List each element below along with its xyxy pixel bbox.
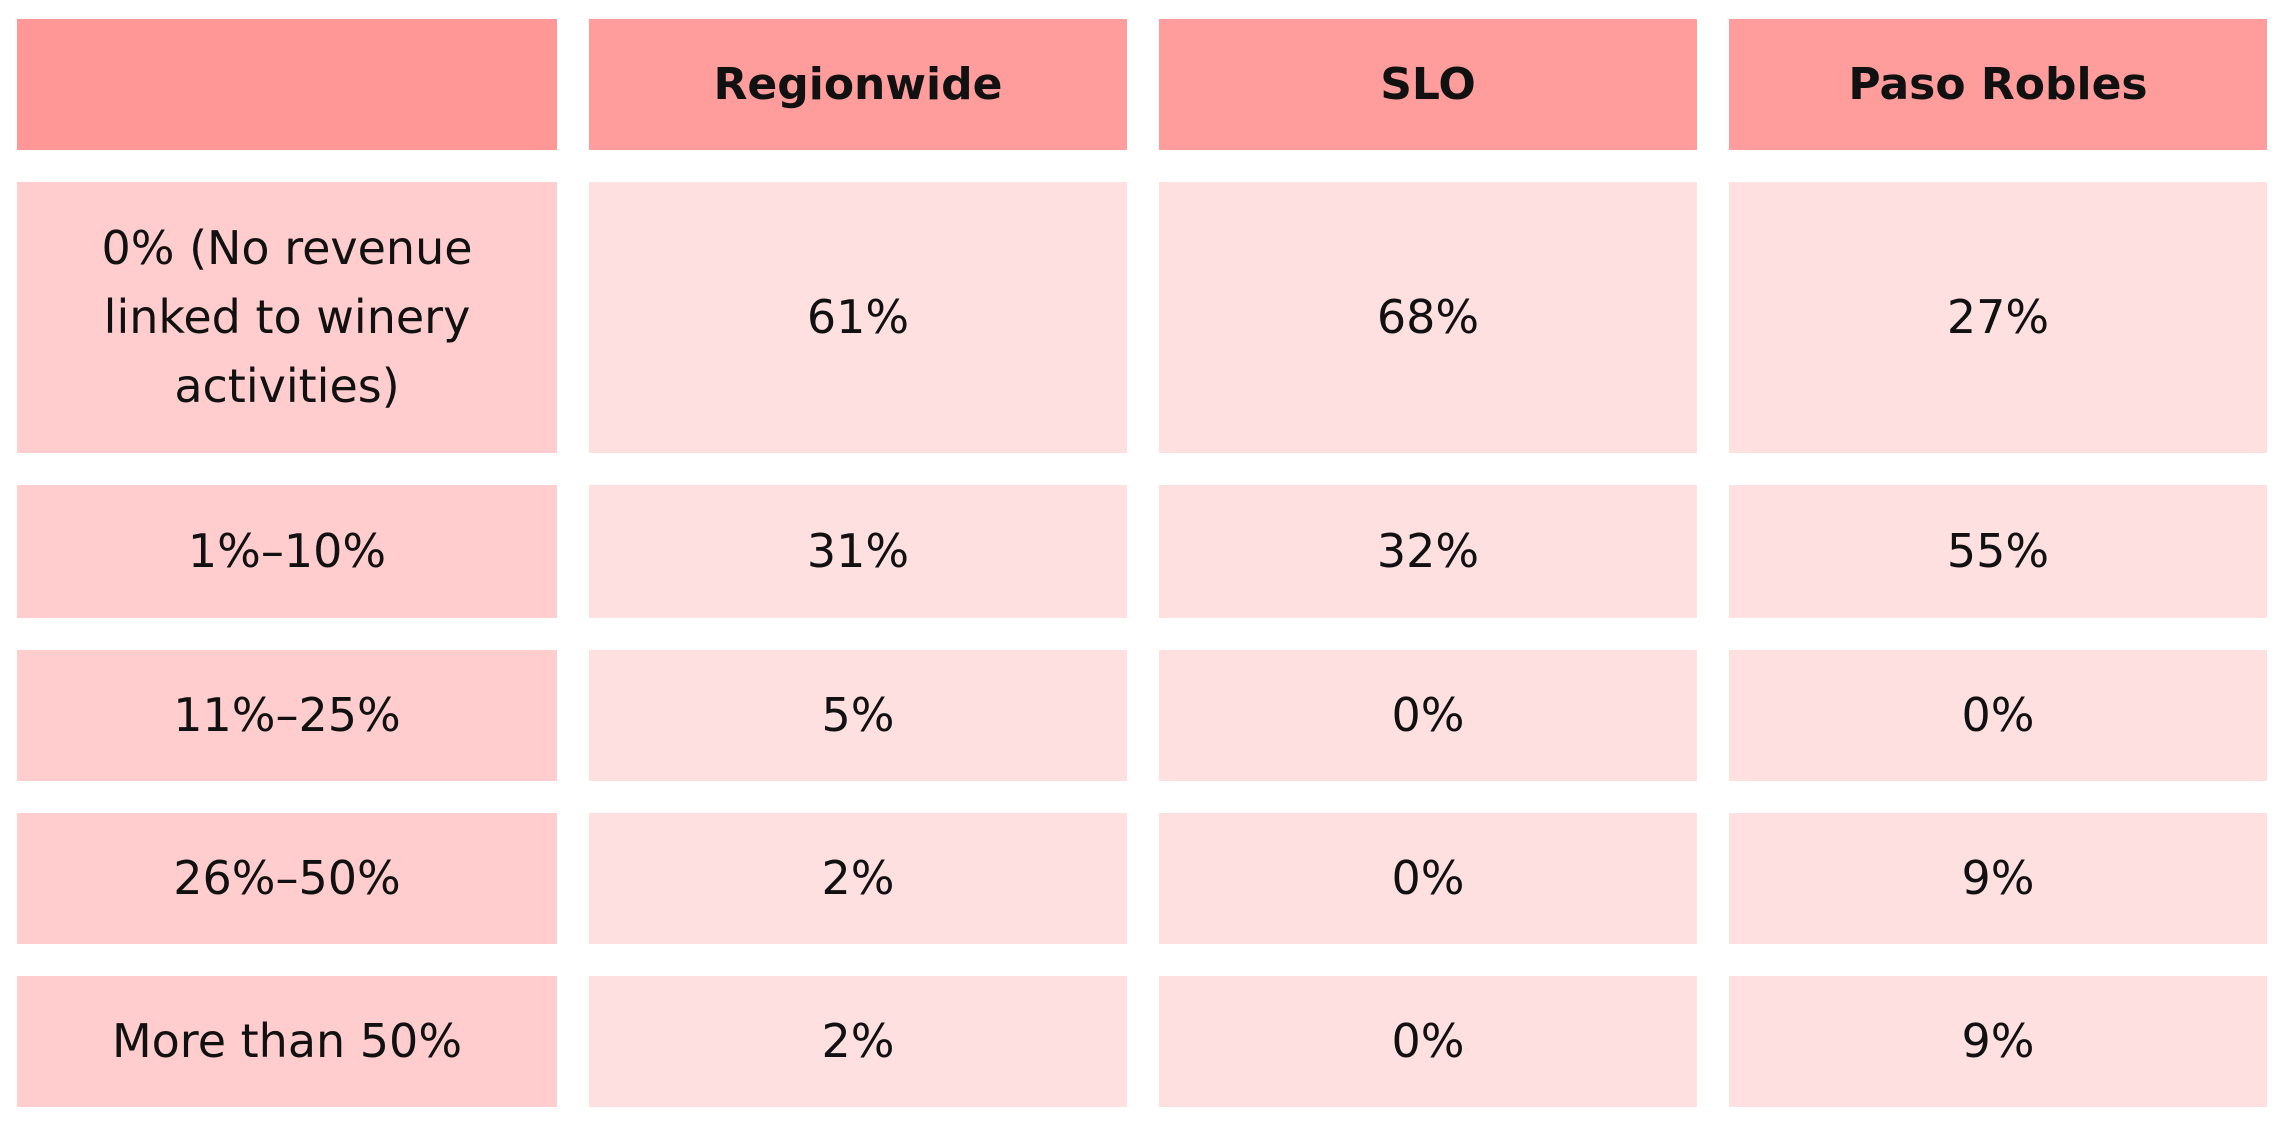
table-cell: 55%: [1729, 485, 2267, 618]
row-header: 26%–50%: [17, 813, 557, 944]
table-cell: 9%: [1729, 976, 2267, 1107]
table-cell: 61%: [589, 182, 1127, 453]
table-cell: 32%: [1159, 485, 1697, 618]
table-cell: 9%: [1729, 813, 2267, 944]
column-header: Paso Robles: [1729, 19, 2267, 150]
table-cell: 0%: [1159, 976, 1697, 1107]
table-cell: 31%: [589, 485, 1127, 618]
table-cell: 0%: [1159, 813, 1697, 944]
row-header: 0% (No revenue linked to winery activiti…: [17, 182, 557, 453]
table-cell: 2%: [589, 976, 1127, 1107]
table-cell: 5%: [589, 650, 1127, 781]
column-header: SLO: [1159, 19, 1697, 150]
row-header: More than 50%: [17, 976, 557, 1107]
table-cell: 0%: [1159, 650, 1697, 781]
header-corner: [17, 19, 557, 150]
table-cell: 27%: [1729, 182, 2267, 453]
table-cell: 2%: [589, 813, 1127, 944]
column-header: Regionwide: [589, 19, 1127, 150]
row-header: 11%–25%: [17, 650, 557, 781]
row-header: 1%–10%: [17, 485, 557, 618]
table-cell: 68%: [1159, 182, 1697, 453]
table-cell: 0%: [1729, 650, 2267, 781]
